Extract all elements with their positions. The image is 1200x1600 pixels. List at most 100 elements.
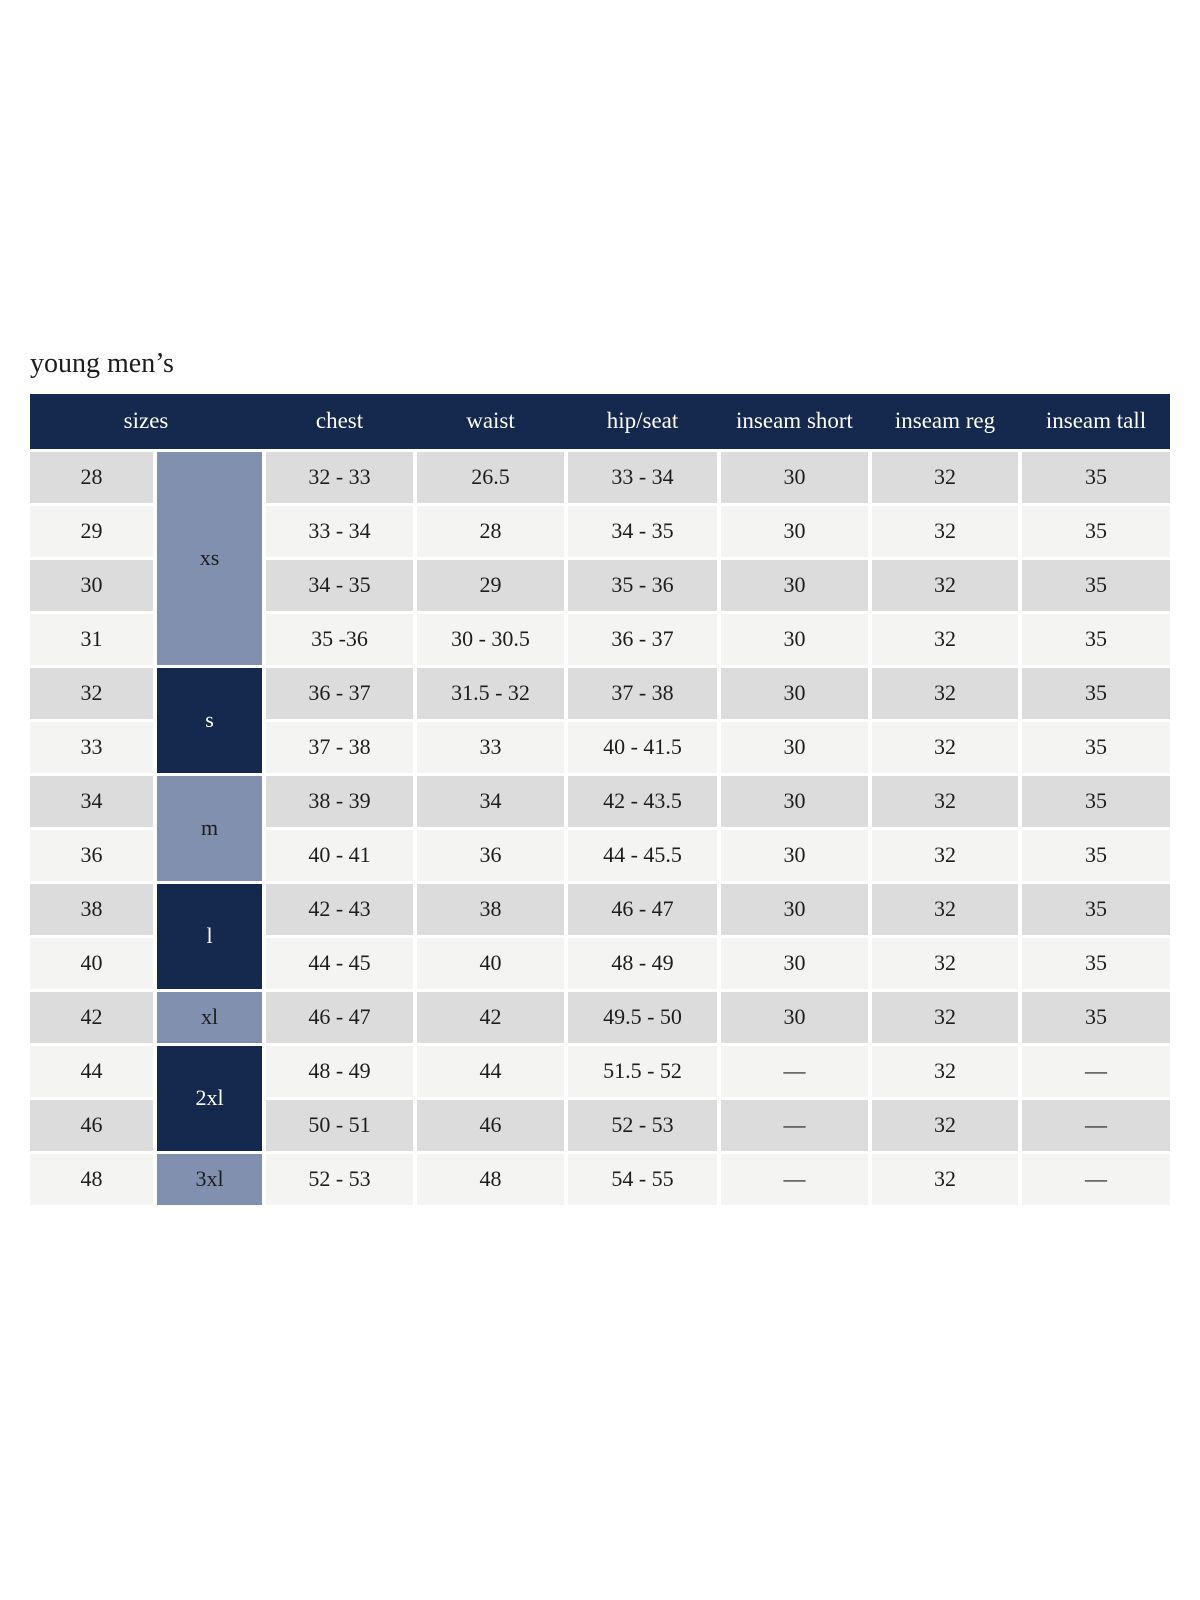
inseam-reg-cell: 32 <box>872 505 1018 557</box>
size-group-cell: xl <box>157 991 262 1043</box>
size-cell: 48 <box>30 1153 153 1205</box>
hip-seat-cell: 37 - 38 <box>568 667 717 719</box>
inseam-reg-cell: 32 <box>872 883 1018 935</box>
waist-cell: 46 <box>417 1099 564 1151</box>
chest-cell: 52 - 53 <box>266 1153 413 1205</box>
chest-cell: 34 - 35 <box>266 559 413 611</box>
inseam-tall-cell: 35 <box>1022 559 1170 611</box>
chest-cell: 44 - 45 <box>266 937 413 989</box>
waist-cell: 40 <box>417 937 564 989</box>
waist-cell: 31.5 - 32 <box>417 667 564 719</box>
chest-cell: 33 - 34 <box>266 505 413 557</box>
inseam-short-cell: 30 <box>721 613 868 665</box>
chest-cell: 37 - 38 <box>266 721 413 773</box>
inseam-reg-cell: 32 <box>872 775 1018 827</box>
inseam-tall-cell: — <box>1022 1045 1170 1097</box>
size-cell: 46 <box>30 1099 153 1151</box>
waist-cell: 48 <box>417 1153 564 1205</box>
size-cell: 29 <box>30 505 153 557</box>
inseam-short-cell: 30 <box>721 721 868 773</box>
header-cell-chest: chest <box>315 408 364 434</box>
inseam-tall-cell: 35 <box>1022 883 1170 935</box>
inseam-reg-cell: 32 <box>872 721 1018 773</box>
size-group-cell: xs <box>157 451 262 665</box>
size-cell: 34 <box>30 775 153 827</box>
inseam-tall-cell: 35 <box>1022 775 1170 827</box>
size-cell: 33 <box>30 721 153 773</box>
inseam-reg-cell: 32 <box>872 1045 1018 1097</box>
chest-cell: 38 - 39 <box>266 775 413 827</box>
hip-seat-cell: 49.5 - 50 <box>568 991 717 1043</box>
chest-cell: 48 - 49 <box>266 1045 413 1097</box>
inseam-tall-cell: 35 <box>1022 991 1170 1043</box>
size-group-cell: 3xl <box>157 1153 262 1205</box>
inseam-short-cell: 30 <box>721 559 868 611</box>
header-cell-inseam-short: inseam short <box>736 408 853 434</box>
inseam-short-cell: — <box>721 1153 868 1205</box>
size-cell: 31 <box>30 613 153 665</box>
inseam-tall-cell: 35 <box>1022 721 1170 773</box>
waist-cell: 36 <box>417 829 564 881</box>
inseam-short-cell: 30 <box>721 505 868 557</box>
waist-cell: 42 <box>417 991 564 1043</box>
inseam-tall-cell: 35 <box>1022 505 1170 557</box>
size-cell: 36 <box>30 829 153 881</box>
chest-cell: 42 - 43 <box>266 883 413 935</box>
inseam-short-cell: 30 <box>721 937 868 989</box>
size-cell: 30 <box>30 559 153 611</box>
inseam-reg-cell: 32 <box>872 451 1018 503</box>
inseam-tall-cell: — <box>1022 1099 1170 1151</box>
size-cell: 40 <box>30 937 153 989</box>
hip-seat-cell: 40 - 41.5 <box>568 721 717 773</box>
waist-cell: 30 - 30.5 <box>417 613 564 665</box>
size-cell: 32 <box>30 667 153 719</box>
inseam-short-cell: 30 <box>721 991 868 1043</box>
inseam-short-cell: 30 <box>721 775 868 827</box>
size-cell: 38 <box>30 883 153 935</box>
inseam-reg-cell: 32 <box>872 991 1018 1043</box>
inseam-short-cell: 30 <box>721 451 868 503</box>
size-cell: 42 <box>30 991 153 1043</box>
waist-cell: 38 <box>417 883 564 935</box>
inseam-tall-cell: — <box>1022 1153 1170 1205</box>
inseam-tall-cell: 35 <box>1022 829 1170 881</box>
inseam-short-cell: 30 <box>721 883 868 935</box>
size-group-cell: 2xl <box>157 1045 262 1151</box>
chest-cell: 50 - 51 <box>266 1099 413 1151</box>
inseam-reg-cell: 32 <box>872 1099 1018 1151</box>
hip-seat-cell: 44 - 45.5 <box>568 829 717 881</box>
hip-seat-cell: 42 - 43.5 <box>568 775 717 827</box>
header-cell-hip-seat: hip/seat <box>606 408 679 434</box>
header-cell-inseam-reg: inseam reg <box>894 408 996 434</box>
hip-seat-cell: 34 - 35 <box>568 505 717 557</box>
inseam-reg-cell: 32 <box>872 1153 1018 1205</box>
header-cell-inseam-tall: inseam tall <box>1045 408 1147 434</box>
waist-cell: 29 <box>417 559 564 611</box>
hip-seat-cell: 36 - 37 <box>568 613 717 665</box>
inseam-short-cell: 30 <box>721 829 868 881</box>
inseam-short-cell: — <box>721 1099 868 1151</box>
table-header-row: sizes chest waist hip/seat inseam short … <box>30 393 1170 449</box>
hip-seat-cell: 33 - 34 <box>568 451 717 503</box>
waist-cell: 26.5 <box>417 451 564 503</box>
header-cell-waist: waist <box>466 408 515 434</box>
inseam-tall-cell: 35 <box>1022 613 1170 665</box>
size-cell: 44 <box>30 1045 153 1097</box>
chest-cell: 35 -36 <box>266 613 413 665</box>
inseam-short-cell: — <box>721 1045 868 1097</box>
inseam-reg-cell: 32 <box>872 559 1018 611</box>
hip-seat-cell: 54 - 55 <box>568 1153 717 1205</box>
chest-cell: 36 - 37 <box>266 667 413 719</box>
hip-seat-cell: 46 - 47 <box>568 883 717 935</box>
waist-cell: 34 <box>417 775 564 827</box>
size-table: sizes chest waist hip/seat inseam short … <box>30 393 1170 1205</box>
header-cell-sizes: sizes <box>123 408 169 434</box>
chest-cell: 46 - 47 <box>266 991 413 1043</box>
inseam-reg-cell: 32 <box>872 667 1018 719</box>
inseam-reg-cell: 32 <box>872 829 1018 881</box>
waist-cell: 28 <box>417 505 564 557</box>
waist-cell: 44 <box>417 1045 564 1097</box>
chest-cell: 40 - 41 <box>266 829 413 881</box>
inseam-reg-cell: 32 <box>872 613 1018 665</box>
